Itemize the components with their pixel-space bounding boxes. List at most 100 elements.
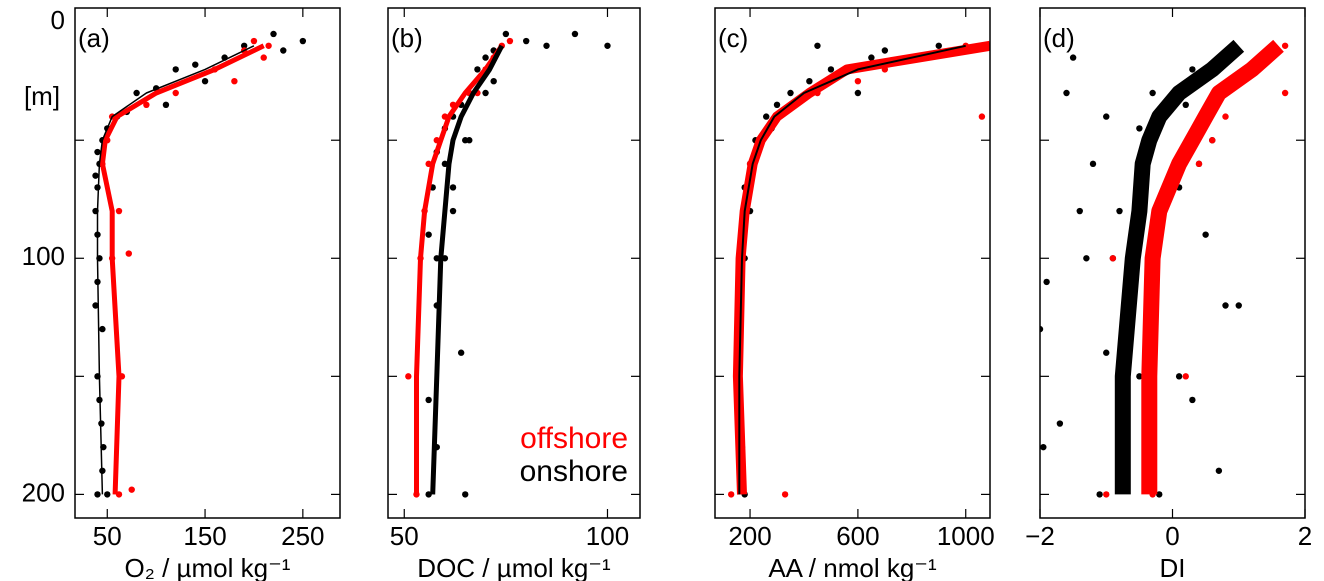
x-tick-label: 0: [1165, 521, 1179, 551]
data-point: [462, 137, 469, 144]
data-point: [92, 302, 99, 309]
data-point: [457, 349, 465, 356]
profile-line: [99, 43, 265, 495]
data-point: [1040, 325, 1044, 333]
data-point: [1076, 207, 1083, 215]
data-point: [506, 37, 514, 45]
data-point: [125, 250, 132, 257]
plot-area: [727, 40, 990, 498]
data-point: [881, 47, 889, 54]
data-point: [1209, 137, 1216, 144]
data-point: [143, 101, 150, 109]
profile-line: [430, 44, 505, 495]
data-point: [94, 491, 101, 498]
plot-area: [405, 30, 611, 498]
data-point: [128, 486, 135, 493]
data-point: [250, 37, 258, 45]
y-tick-label: 200: [22, 477, 65, 507]
x-tick-label: 50: [390, 521, 419, 551]
data-point: [172, 89, 179, 97]
panel-label: (d): [1043, 23, 1075, 53]
plot-area: [1040, 39, 1289, 498]
y-tick-label: 100: [22, 241, 65, 271]
data-point: [1202, 231, 1209, 238]
profile-line: [1141, 39, 1284, 495]
data-point: [449, 207, 457, 215]
x-tick-label: 600: [836, 521, 879, 551]
data-point: [571, 30, 579, 38]
data-point: [1222, 302, 1229, 309]
panel-label: (b): [391, 23, 423, 53]
x-tick-label: 100: [586, 521, 629, 551]
data-point: [133, 89, 140, 97]
data-point: [482, 54, 489, 61]
data-point: [94, 184, 101, 191]
profile-line: [414, 44, 504, 495]
data-point: [1182, 101, 1189, 109]
data-point: [1136, 125, 1143, 132]
panel: 50 150 250 0 100 200 [m] (a) O₂ / µmol kg⁻¹: [22, 5, 341, 581]
x-axis-label: O₂ / µmol kg⁻¹: [125, 553, 291, 581]
data-point: [162, 101, 170, 109]
data-point: [1069, 54, 1077, 61]
plot-area: [92, 30, 307, 498]
y-axis-label: [m]: [24, 81, 60, 111]
data-point: [270, 30, 277, 38]
data-point: [1103, 491, 1110, 498]
data-point: [1056, 420, 1064, 427]
data-point: [604, 42, 611, 49]
data-point: [1109, 255, 1117, 262]
x-tick-label: 250: [281, 521, 324, 551]
legend-entry: offshore: [520, 422, 628, 455]
data-point: [94, 148, 101, 156]
data-point: [1235, 302, 1242, 309]
data-point: [201, 77, 209, 85]
data-point: [1103, 113, 1110, 120]
x-axis-label: AA / nmol kg⁻¹: [768, 553, 937, 581]
data-point: [1175, 373, 1183, 380]
data-point: [781, 491, 789, 498]
data-point: [425, 396, 432, 404]
data-point: [1043, 278, 1050, 286]
panel: −2 0 2 (d) DI: [1025, 7, 1312, 581]
data-point: [482, 89, 489, 97]
data-point: [1195, 160, 1203, 168]
data-point: [854, 77, 862, 85]
data-point: [814, 42, 821, 49]
profile-line: [96, 45, 255, 495]
data-point: [1103, 349, 1110, 356]
data-point: [868, 54, 875, 61]
data-point: [265, 42, 272, 49]
data-point: [280, 47, 287, 54]
profile-line: [732, 40, 990, 495]
data-point: [1040, 443, 1047, 451]
data-point: [1083, 255, 1090, 262]
data-point: [462, 491, 469, 498]
axes-frame: [387, 7, 641, 519]
axes-frame: [1039, 7, 1306, 519]
data-point: [502, 30, 510, 38]
data-point: [1116, 207, 1123, 215]
data-point: [978, 113, 986, 120]
data-point: [1136, 373, 1143, 380]
data-point: [1222, 113, 1229, 120]
data-point: [449, 184, 457, 191]
data-point: [1189, 66, 1196, 73]
legend-entry: onshore: [520, 455, 628, 488]
data-point: [763, 113, 770, 120]
data-point: [172, 66, 179, 73]
data-point: [1189, 396, 1196, 404]
x-tick-label: 1000: [937, 521, 995, 551]
x-tick-label: −2: [1025, 521, 1055, 551]
panel-label: (c): [718, 23, 748, 53]
data-point: [854, 89, 862, 97]
data-point: [231, 77, 238, 85]
data-point: [474, 66, 481, 73]
axes-frame: [74, 7, 341, 519]
data-point: [192, 61, 199, 68]
data-point: [115, 207, 123, 215]
data-point: [260, 54, 267, 61]
data-point: [99, 325, 106, 333]
data-point: [1063, 89, 1070, 97]
